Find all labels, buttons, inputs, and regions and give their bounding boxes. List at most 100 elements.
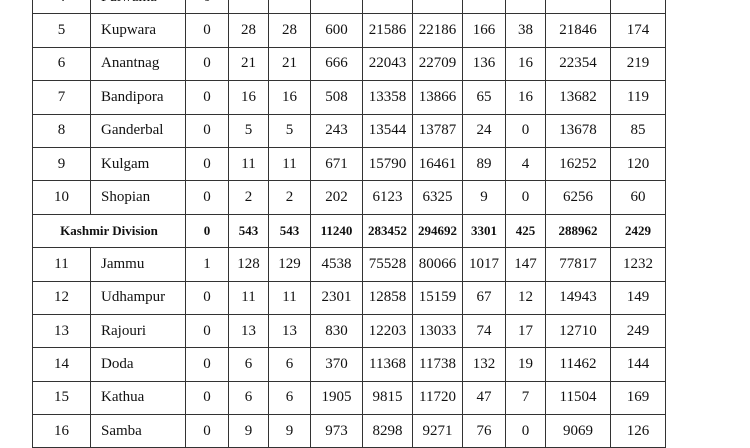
value-cell: 16 bbox=[228, 80, 269, 115]
value-cell: 16461 bbox=[412, 146, 463, 182]
value-cell: 1232 bbox=[610, 247, 666, 282]
serial-cell: 7 bbox=[32, 80, 91, 115]
value-cell: 3301 bbox=[462, 213, 506, 249]
value-cell: 28 bbox=[268, 13, 311, 48]
district-cell: Jammu bbox=[90, 247, 186, 282]
value-cell: 13 bbox=[268, 313, 311, 349]
value-cell bbox=[610, 0, 666, 15]
value-cell: 6123 bbox=[362, 180, 413, 215]
district-cell: Bandipora bbox=[90, 80, 186, 115]
value-cell: 9271 bbox=[412, 414, 463, 448]
table-row: 5 Kupwara 0 28 28 600 21586 22186 166 38 21846 174 bbox=[32, 13, 666, 48]
value-cell: 294692 bbox=[412, 213, 463, 249]
serial-cell: 8 bbox=[32, 113, 91, 148]
table-row: 7 Bandipora 0 16 16 508 13358 13866 65 16 13682 119 bbox=[32, 80, 666, 115]
value-cell: 2429 bbox=[610, 213, 666, 249]
serial-cell: 6 bbox=[32, 46, 91, 82]
value-cell: 16 bbox=[505, 46, 546, 82]
value-cell: 149 bbox=[610, 280, 666, 315]
value-cell: 85 bbox=[610, 113, 666, 148]
value-cell: 13682 bbox=[545, 80, 611, 115]
value-cell: 6256 bbox=[545, 180, 611, 215]
value-cell: 9 bbox=[268, 414, 311, 448]
value-cell: 144 bbox=[610, 347, 666, 382]
value-cell bbox=[545, 0, 611, 15]
value-cell: 0 bbox=[185, 0, 229, 15]
value-cell bbox=[505, 0, 546, 15]
value-cell: 126 bbox=[610, 414, 666, 448]
table-row: 15 Kathua 0 6 6 1905 9815 11720 47 7 11504 169 bbox=[32, 380, 666, 416]
value-cell: 11504 bbox=[545, 380, 611, 416]
value-cell: 219 bbox=[610, 46, 666, 82]
value-cell: 1 bbox=[185, 247, 229, 282]
value-cell: 67 bbox=[462, 280, 506, 315]
value-cell: 0 bbox=[505, 414, 546, 448]
value-cell: 17 bbox=[505, 313, 546, 349]
serial-cell: 4 bbox=[32, 0, 91, 15]
value-cell: 600 bbox=[310, 13, 363, 48]
value-cell: 77817 bbox=[545, 247, 611, 282]
value-cell: 74 bbox=[462, 313, 506, 349]
serial-cell: 12 bbox=[32, 280, 91, 315]
serial-cell: 14 bbox=[32, 347, 91, 382]
value-cell: 425 bbox=[505, 213, 546, 249]
value-cell: 0 bbox=[185, 380, 229, 416]
value-cell: 0 bbox=[185, 46, 229, 82]
district-cell: Shopian bbox=[90, 180, 186, 215]
value-cell: 136 bbox=[462, 46, 506, 82]
value-cell: 28 bbox=[228, 13, 269, 48]
value-cell: 0 bbox=[185, 146, 229, 182]
value-cell: 5 bbox=[228, 113, 269, 148]
value-cell: 283452 bbox=[362, 213, 413, 249]
value-cell: 119 bbox=[610, 80, 666, 115]
value-cell: 11738 bbox=[412, 347, 463, 382]
value-cell: 0 bbox=[185, 113, 229, 148]
value-cell: 11 bbox=[228, 146, 269, 182]
value-cell: 0 bbox=[185, 180, 229, 215]
value-cell: 22186 bbox=[412, 13, 463, 48]
value-cell: 16 bbox=[505, 80, 546, 115]
value-cell: 6 bbox=[228, 347, 269, 382]
value-cell bbox=[362, 0, 413, 15]
district-cell: Doda bbox=[90, 347, 186, 382]
value-cell: 11368 bbox=[362, 347, 413, 382]
value-cell: 243 bbox=[310, 113, 363, 148]
value-cell: 14943 bbox=[545, 280, 611, 315]
value-cell: 830 bbox=[310, 313, 363, 349]
district-cell: Pulwama bbox=[90, 0, 186, 15]
value-cell: 13 bbox=[228, 313, 269, 349]
value-cell bbox=[412, 0, 463, 15]
table-row: 8 Ganderbal 0 5 5 243 13544 13787 24 0 13678 85 bbox=[32, 113, 666, 148]
serial-cell: 9 bbox=[32, 146, 91, 182]
table-row: 14 Doda 0 6 6 370 11368 11738 132 19 11462 144 bbox=[32, 347, 666, 382]
value-cell: 0 bbox=[185, 414, 229, 448]
value-cell: 0 bbox=[185, 313, 229, 349]
value-cell: 19 bbox=[505, 347, 546, 382]
value-cell: 0 bbox=[505, 113, 546, 148]
value-cell bbox=[268, 0, 311, 15]
serial-cell: 11 bbox=[32, 247, 91, 282]
table-row: 11 Jammu 1 128 129 4538 75528 80066 1017 147 77817… bbox=[32, 247, 666, 282]
district-cell: Kashmir Division bbox=[32, 213, 186, 249]
value-cell: 16 bbox=[268, 80, 311, 115]
value-cell: 12858 bbox=[362, 280, 413, 315]
value-cell: 12710 bbox=[545, 313, 611, 349]
value-cell: 973 bbox=[310, 414, 363, 448]
value-cell: 6325 bbox=[412, 180, 463, 215]
value-cell: 202 bbox=[310, 180, 363, 215]
value-cell: 24 bbox=[462, 113, 506, 148]
value-cell: 12 bbox=[505, 280, 546, 315]
value-cell bbox=[310, 0, 363, 15]
division-total-row: Kashmir Division 0 543 543 11240 283452 294692… bbox=[32, 213, 666, 249]
value-cell: 15790 bbox=[362, 146, 413, 182]
table-row: 12 Udhampur 0 11 11 2301 12858 15159 67 12 14943 14… bbox=[32, 280, 666, 315]
value-cell: 4 bbox=[505, 146, 546, 182]
value-cell: 13787 bbox=[412, 113, 463, 148]
value-cell: 21846 bbox=[545, 13, 611, 48]
serial-cell: 15 bbox=[32, 380, 91, 416]
district-cell: Anantnag bbox=[90, 46, 186, 82]
value-cell: 21586 bbox=[362, 13, 413, 48]
value-cell: 174 bbox=[610, 13, 666, 48]
value-cell: 370 bbox=[310, 347, 363, 382]
value-cell: 0 bbox=[185, 213, 229, 249]
